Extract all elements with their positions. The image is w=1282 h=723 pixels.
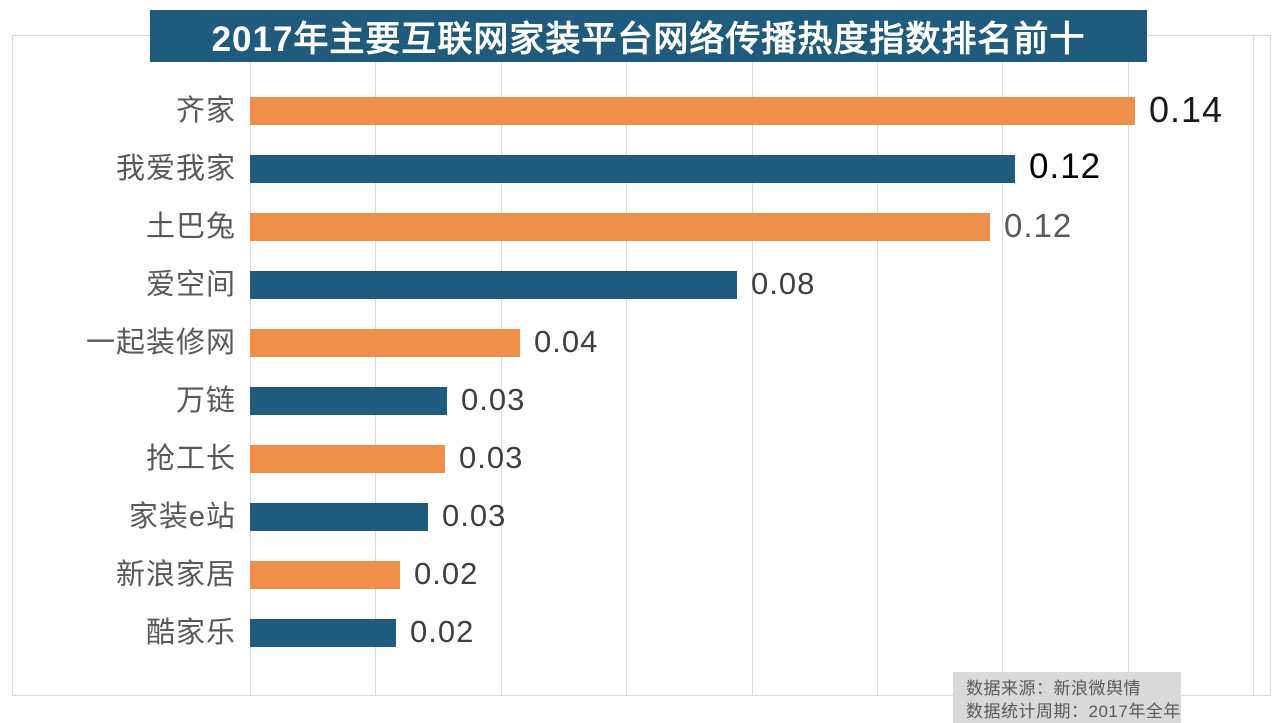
bar-6 [250, 387, 447, 415]
category-label-2: 我爱我家 [115, 153, 236, 185]
category-label-9: 新浪家居 [115, 559, 236, 591]
chart-title: 2017年主要互联网家装平台网络传播热度指数排名前十 [150, 10, 1147, 62]
bar-1 [250, 97, 1135, 125]
value-label-2: 0.12 [1029, 147, 1102, 187]
category-label-6: 万链 [175, 385, 236, 417]
category-label-7: 抢工长 [145, 443, 236, 475]
data-source-line: 数据来源：新浪微舆情 [966, 679, 1141, 698]
value-label-3: 0.12 [1004, 206, 1073, 244]
x-gridline [752, 36, 753, 696]
x-gridline [1002, 36, 1003, 696]
bar-5 [250, 329, 520, 357]
bar-8 [250, 503, 428, 531]
bar-9 [250, 561, 400, 589]
plot-frame [12, 35, 1271, 696]
value-label-1: 0.14 [1149, 88, 1224, 130]
data-period-line: 数据统计周期：2017年全年 [966, 702, 1181, 721]
category-label-8: 家装e站 [128, 501, 236, 533]
x-gridline [1128, 36, 1129, 696]
value-label-5: 0.04 [534, 323, 599, 359]
x-gridline [626, 36, 627, 696]
x-gridline [877, 36, 878, 696]
bar-7 [250, 445, 445, 473]
x-gridline [375, 36, 376, 696]
category-label-10: 酷家乐 [145, 617, 236, 649]
bar-10 [250, 619, 396, 647]
value-label-9: 0.02 [414, 555, 479, 591]
category-label-4: 爱空间 [145, 269, 236, 301]
x-gridline [250, 36, 251, 696]
x-gridline [501, 36, 502, 696]
data-source-note: 数据来源：新浪微舆情 数据统计周期：2017年全年 [953, 672, 1181, 723]
category-label-1: 齐家 [175, 95, 236, 127]
value-label-10: 0.02 [410, 613, 475, 649]
value-label-8: 0.03 [442, 497, 507, 533]
category-label-3: 土巴兔 [145, 211, 236, 243]
value-label-6: 0.03 [461, 381, 526, 417]
value-label-7: 0.03 [459, 439, 524, 475]
value-label-4: 0.08 [751, 265, 816, 301]
bar-3 [250, 213, 990, 241]
category-label-5: 一起装修网 [85, 327, 236, 359]
bar-4 [250, 271, 737, 299]
bar-2 [250, 155, 1015, 183]
x-gridline [1253, 36, 1254, 696]
